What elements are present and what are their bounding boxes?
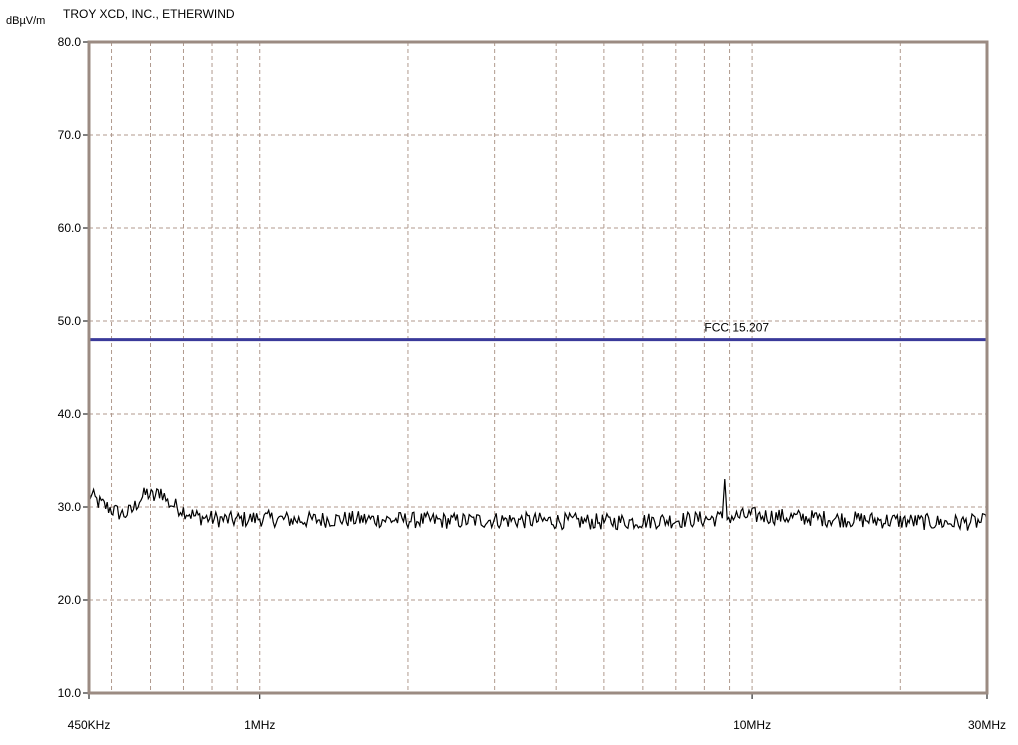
x-tick-label: 30MHz [968, 718, 1006, 732]
series-layer [88, 479, 988, 532]
x-tick-label: 10MHz [733, 718, 771, 732]
y-tick-label: 70.0 [58, 128, 82, 142]
x-tick-label: 1MHz [244, 718, 275, 732]
y-axis-unit-label: dBµV/m [6, 15, 45, 27]
y-tick-label: 40.0 [58, 407, 82, 421]
tick-layer: 10.0 20.0 30.0 40.0 50.0 60.0 70.0 80.0 450KHz 1M… [58, 35, 1006, 732]
chart-title: TROY XCD, INC., ETHERWIND [63, 7, 235, 21]
fcc-limit-label: FCC 15.207 [704, 321, 769, 335]
y-tick-label: 20.0 [58, 593, 82, 607]
y-tick-label: 10.0 [58, 686, 82, 700]
grid-layer [89, 42, 987, 693]
y-tick-label: 30.0 [58, 500, 82, 514]
y-tick-label: 80.0 [58, 35, 82, 49]
y-tick-label: 60.0 [58, 221, 82, 235]
plot-frame [87, 40, 989, 695]
y-tick-label: 50.0 [58, 314, 82, 328]
measured-emissions-trace [88, 479, 988, 532]
limit-layer: FCC 15.207 [89, 321, 987, 342]
x-tick-label: 450KHz [68, 718, 111, 732]
